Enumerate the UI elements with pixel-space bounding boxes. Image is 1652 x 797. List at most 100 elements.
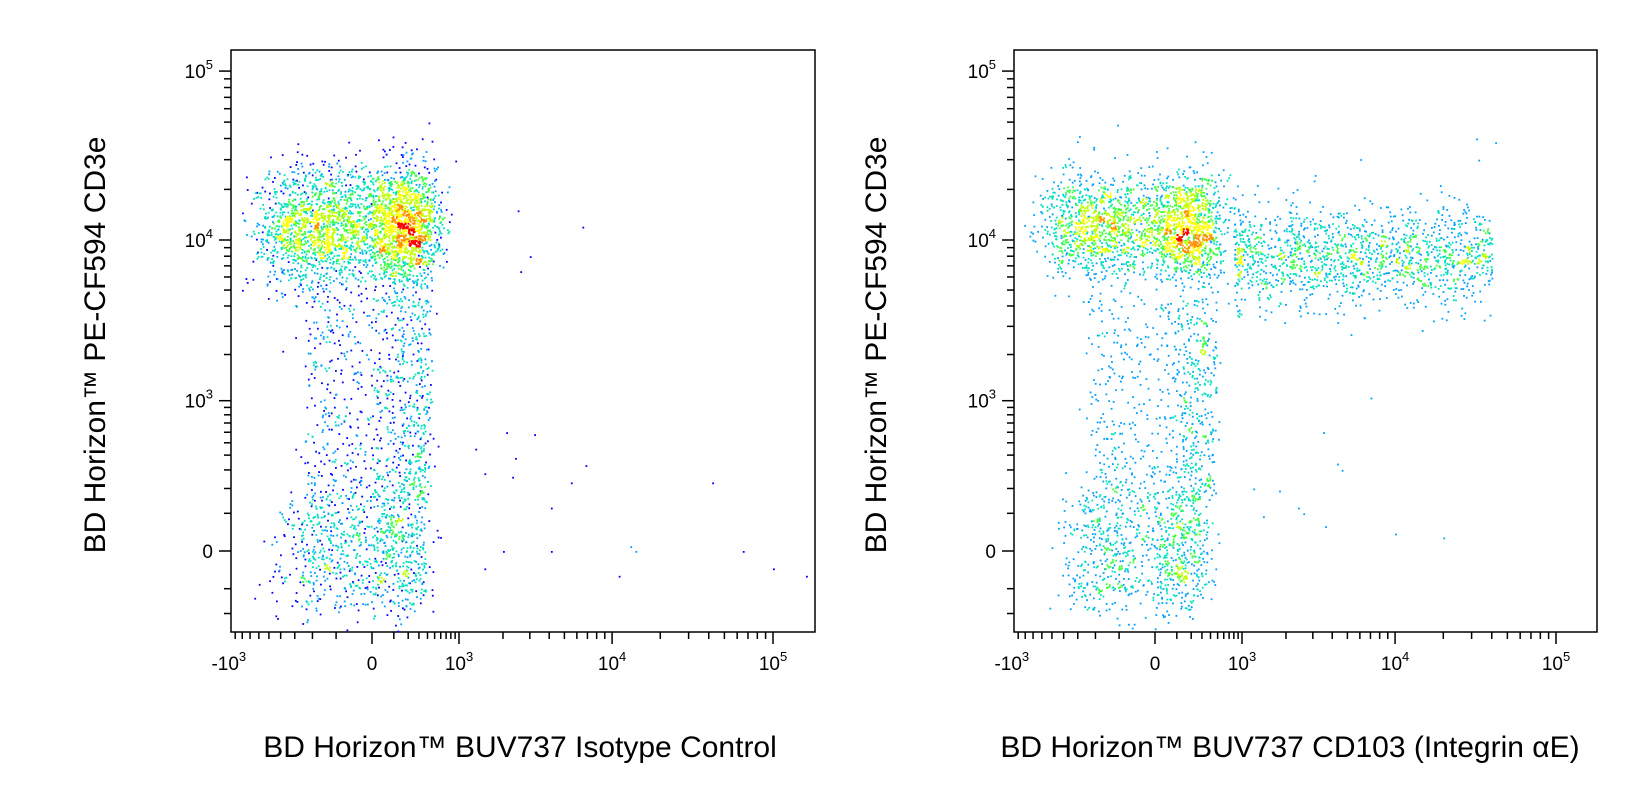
- data-point: [283, 580, 286, 583]
- data-point: [422, 581, 425, 584]
- data-point: [350, 211, 353, 214]
- data-point: [395, 550, 398, 553]
- data-point: [274, 193, 277, 196]
- data-point: [386, 256, 389, 258]
- data-point: [405, 541, 408, 543]
- data-point: [392, 589, 395, 591]
- data-point: [270, 209, 273, 211]
- data-point: [394, 208, 397, 211]
- data-point: [379, 416, 382, 419]
- data-point: [422, 178, 424, 181]
- data-point: [429, 453, 431, 456]
- data-point: [330, 184, 333, 187]
- data-point: [314, 360, 317, 363]
- data-point: [392, 582, 395, 585]
- data-point: [383, 185, 386, 188]
- data-point: [382, 194, 385, 197]
- data-point: [261, 186, 264, 189]
- data-point: [307, 236, 309, 239]
- data-point: [431, 360, 433, 363]
- data-point: [391, 214, 394, 216]
- data-point: [427, 188, 430, 190]
- data-point: [415, 485, 418, 488]
- data-point: [406, 480, 408, 482]
- data-point: [440, 537, 442, 539]
- data-point: [394, 535, 396, 538]
- data-point: [386, 226, 389, 229]
- data-point: [375, 225, 378, 228]
- data-point: [396, 244, 399, 247]
- data-point: [390, 181, 392, 184]
- data-point: [398, 214, 401, 217]
- data-point: [376, 379, 379, 382]
- data-point: [425, 363, 427, 366]
- data-point: [372, 454, 374, 457]
- data-point: [302, 534, 304, 537]
- data-point: [419, 577, 422, 580]
- data-point: [305, 440, 308, 443]
- data-point: [339, 268, 342, 271]
- data-point: [391, 217, 394, 219]
- data-point: [332, 192, 334, 195]
- data-point: [321, 160, 324, 163]
- data-point: [427, 233, 430, 236]
- data-point: [428, 204, 431, 207]
- data-point: [331, 501, 333, 503]
- data-point: [326, 224, 329, 227]
- data-point: [424, 476, 426, 479]
- data-point: [403, 242, 406, 245]
- data-point: [351, 593, 354, 595]
- data-point: [423, 235, 425, 238]
- data-point: [318, 452, 321, 455]
- data-point: [394, 256, 397, 258]
- data-point: [397, 203, 399, 205]
- data-point: [313, 213, 316, 216]
- data-point: [408, 232, 411, 235]
- data-point: [340, 308, 343, 310]
- data-point: [377, 232, 379, 234]
- data-point: [341, 234, 344, 236]
- data-point: [287, 250, 289, 253]
- data-point: [431, 401, 434, 403]
- data-point: [320, 533, 323, 535]
- data-point: [411, 215, 414, 217]
- data-point: [374, 257, 377, 260]
- data-point: [421, 208, 424, 211]
- data-point: [352, 230, 354, 233]
- data-point: [345, 156, 347, 159]
- data-point: [258, 192, 261, 195]
- data-point: [323, 241, 326, 243]
- data-point: [372, 308, 375, 311]
- data-point: [339, 234, 342, 236]
- data-point: [403, 508, 406, 511]
- data-point: [283, 534, 286, 536]
- data-point: [323, 410, 325, 412]
- data-point: [276, 600, 278, 603]
- data-point: [342, 224, 344, 227]
- data-point: [324, 255, 327, 257]
- data-point: [369, 416, 372, 419]
- data-point: [374, 244, 376, 247]
- data-point: [347, 217, 350, 219]
- data-point: [404, 230, 407, 232]
- data-point: [413, 405, 416, 408]
- data-point: [346, 199, 349, 202]
- data-point: [423, 224, 426, 227]
- data-point: [391, 547, 394, 550]
- data-point: [315, 534, 318, 536]
- data-point: [293, 198, 295, 201]
- data-point: [375, 224, 377, 227]
- data-point: [350, 245, 352, 248]
- data-point: [348, 570, 351, 572]
- data-point: [405, 246, 407, 249]
- data-point: [396, 292, 399, 294]
- data-point: [401, 222, 403, 225]
- data-point: [423, 220, 426, 223]
- data-point: [419, 438, 422, 441]
- data-point: [328, 163, 331, 166]
- data-point: [425, 225, 428, 228]
- data-point: [420, 204, 423, 207]
- data-point: [299, 197, 302, 200]
- data-point: [356, 486, 358, 489]
- data-point: [398, 471, 401, 474]
